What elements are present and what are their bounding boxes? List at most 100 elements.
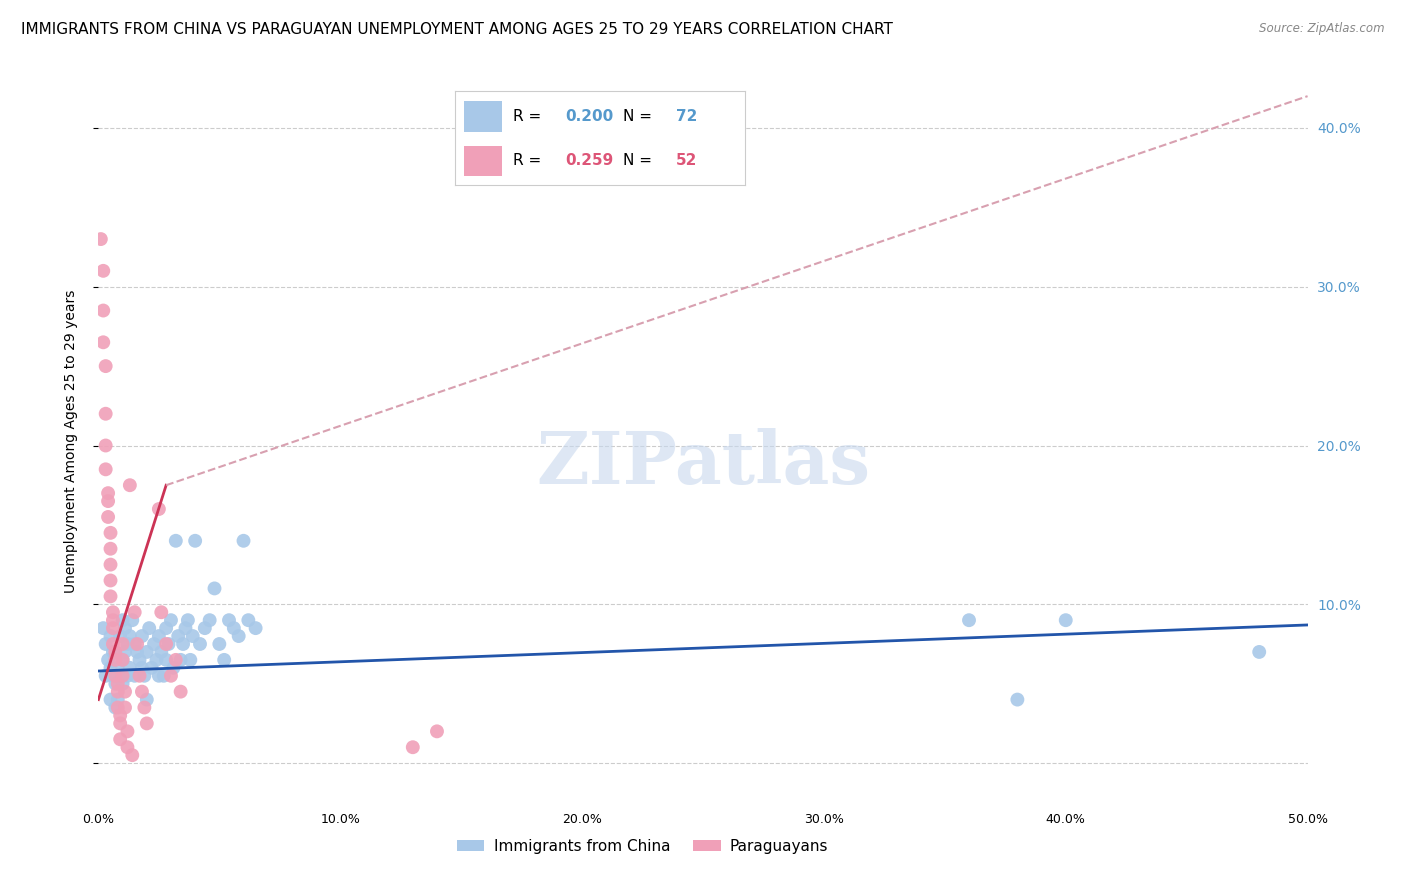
Point [104, 669, 127, 683]
Point [118, 478, 141, 492]
Point [121, 748, 143, 763]
Point [124, 669, 146, 683]
Point [208, 637, 231, 651]
Point [104, 700, 127, 714]
Point [91, 303, 114, 318]
Point [1007, 692, 1029, 706]
Point [150, 605, 173, 619]
Point [179, 653, 201, 667]
Point [100, 629, 122, 643]
Point [155, 653, 177, 667]
Point [108, 629, 131, 643]
Point [118, 661, 141, 675]
Point [94, 359, 117, 373]
Point [121, 613, 143, 627]
Point [114, 645, 136, 659]
Point [212, 653, 235, 667]
Point [114, 684, 136, 698]
Point [152, 669, 174, 683]
Point [101, 613, 124, 627]
Point [124, 637, 146, 651]
Point [117, 637, 139, 651]
Point [117, 724, 139, 739]
Point [238, 613, 260, 627]
Point [127, 645, 149, 659]
Point [128, 653, 150, 667]
Point [222, 621, 245, 635]
Point [94, 462, 117, 476]
Point [167, 629, 190, 643]
Point [108, 708, 131, 723]
Point [104, 645, 127, 659]
Point [90, 232, 112, 246]
Text: ZIPatlas: ZIPatlas [536, 428, 870, 499]
Point [135, 716, 157, 731]
Point [165, 533, 187, 548]
Point [124, 605, 146, 619]
Point [101, 621, 124, 635]
Point [145, 653, 167, 667]
Point [160, 669, 183, 683]
Point [134, 669, 156, 683]
Point [111, 676, 134, 690]
Point [426, 724, 449, 739]
Point [111, 669, 134, 683]
Point [135, 645, 157, 659]
Point [160, 613, 183, 627]
Point [155, 621, 177, 635]
Point [143, 637, 166, 651]
Point [107, 684, 129, 698]
Point [94, 669, 117, 683]
Point [108, 716, 131, 731]
Point [138, 621, 160, 635]
Point [101, 645, 124, 659]
Point [127, 637, 149, 651]
Point [114, 700, 136, 714]
Y-axis label: Unemployment Among Ages 25 to 29 years: Unemployment Among Ages 25 to 29 years [63, 290, 77, 593]
Point [107, 676, 129, 690]
Point [104, 653, 127, 667]
Point [148, 629, 170, 643]
Point [957, 613, 980, 627]
Point [194, 621, 217, 635]
Point [100, 661, 122, 675]
Point [111, 653, 134, 667]
Point [131, 629, 153, 643]
Point [184, 533, 207, 548]
Point [232, 533, 254, 548]
Point [97, 494, 120, 508]
Point [141, 661, 163, 675]
Point [107, 692, 129, 706]
Point [107, 700, 129, 714]
Point [172, 637, 194, 651]
Point [100, 574, 122, 588]
Point [181, 629, 204, 643]
Point [148, 502, 170, 516]
Point [198, 613, 221, 627]
Point [97, 653, 120, 667]
Point [111, 613, 134, 627]
Point [204, 582, 226, 596]
Point [97, 486, 120, 500]
Point [91, 264, 114, 278]
Point [162, 661, 184, 675]
Point [108, 732, 131, 747]
Point [148, 669, 170, 683]
Point [402, 740, 425, 755]
Point [117, 740, 139, 755]
Point [1054, 613, 1077, 627]
Point [155, 637, 177, 651]
Point [128, 669, 150, 683]
Point [150, 645, 173, 659]
Point [100, 541, 122, 556]
Point [177, 613, 200, 627]
Point [91, 335, 114, 350]
Point [245, 621, 267, 635]
Point [117, 669, 139, 683]
Point [100, 525, 122, 540]
Point [100, 590, 122, 604]
Point [169, 684, 191, 698]
Point [100, 558, 122, 572]
Point [131, 684, 153, 698]
Point [165, 653, 187, 667]
